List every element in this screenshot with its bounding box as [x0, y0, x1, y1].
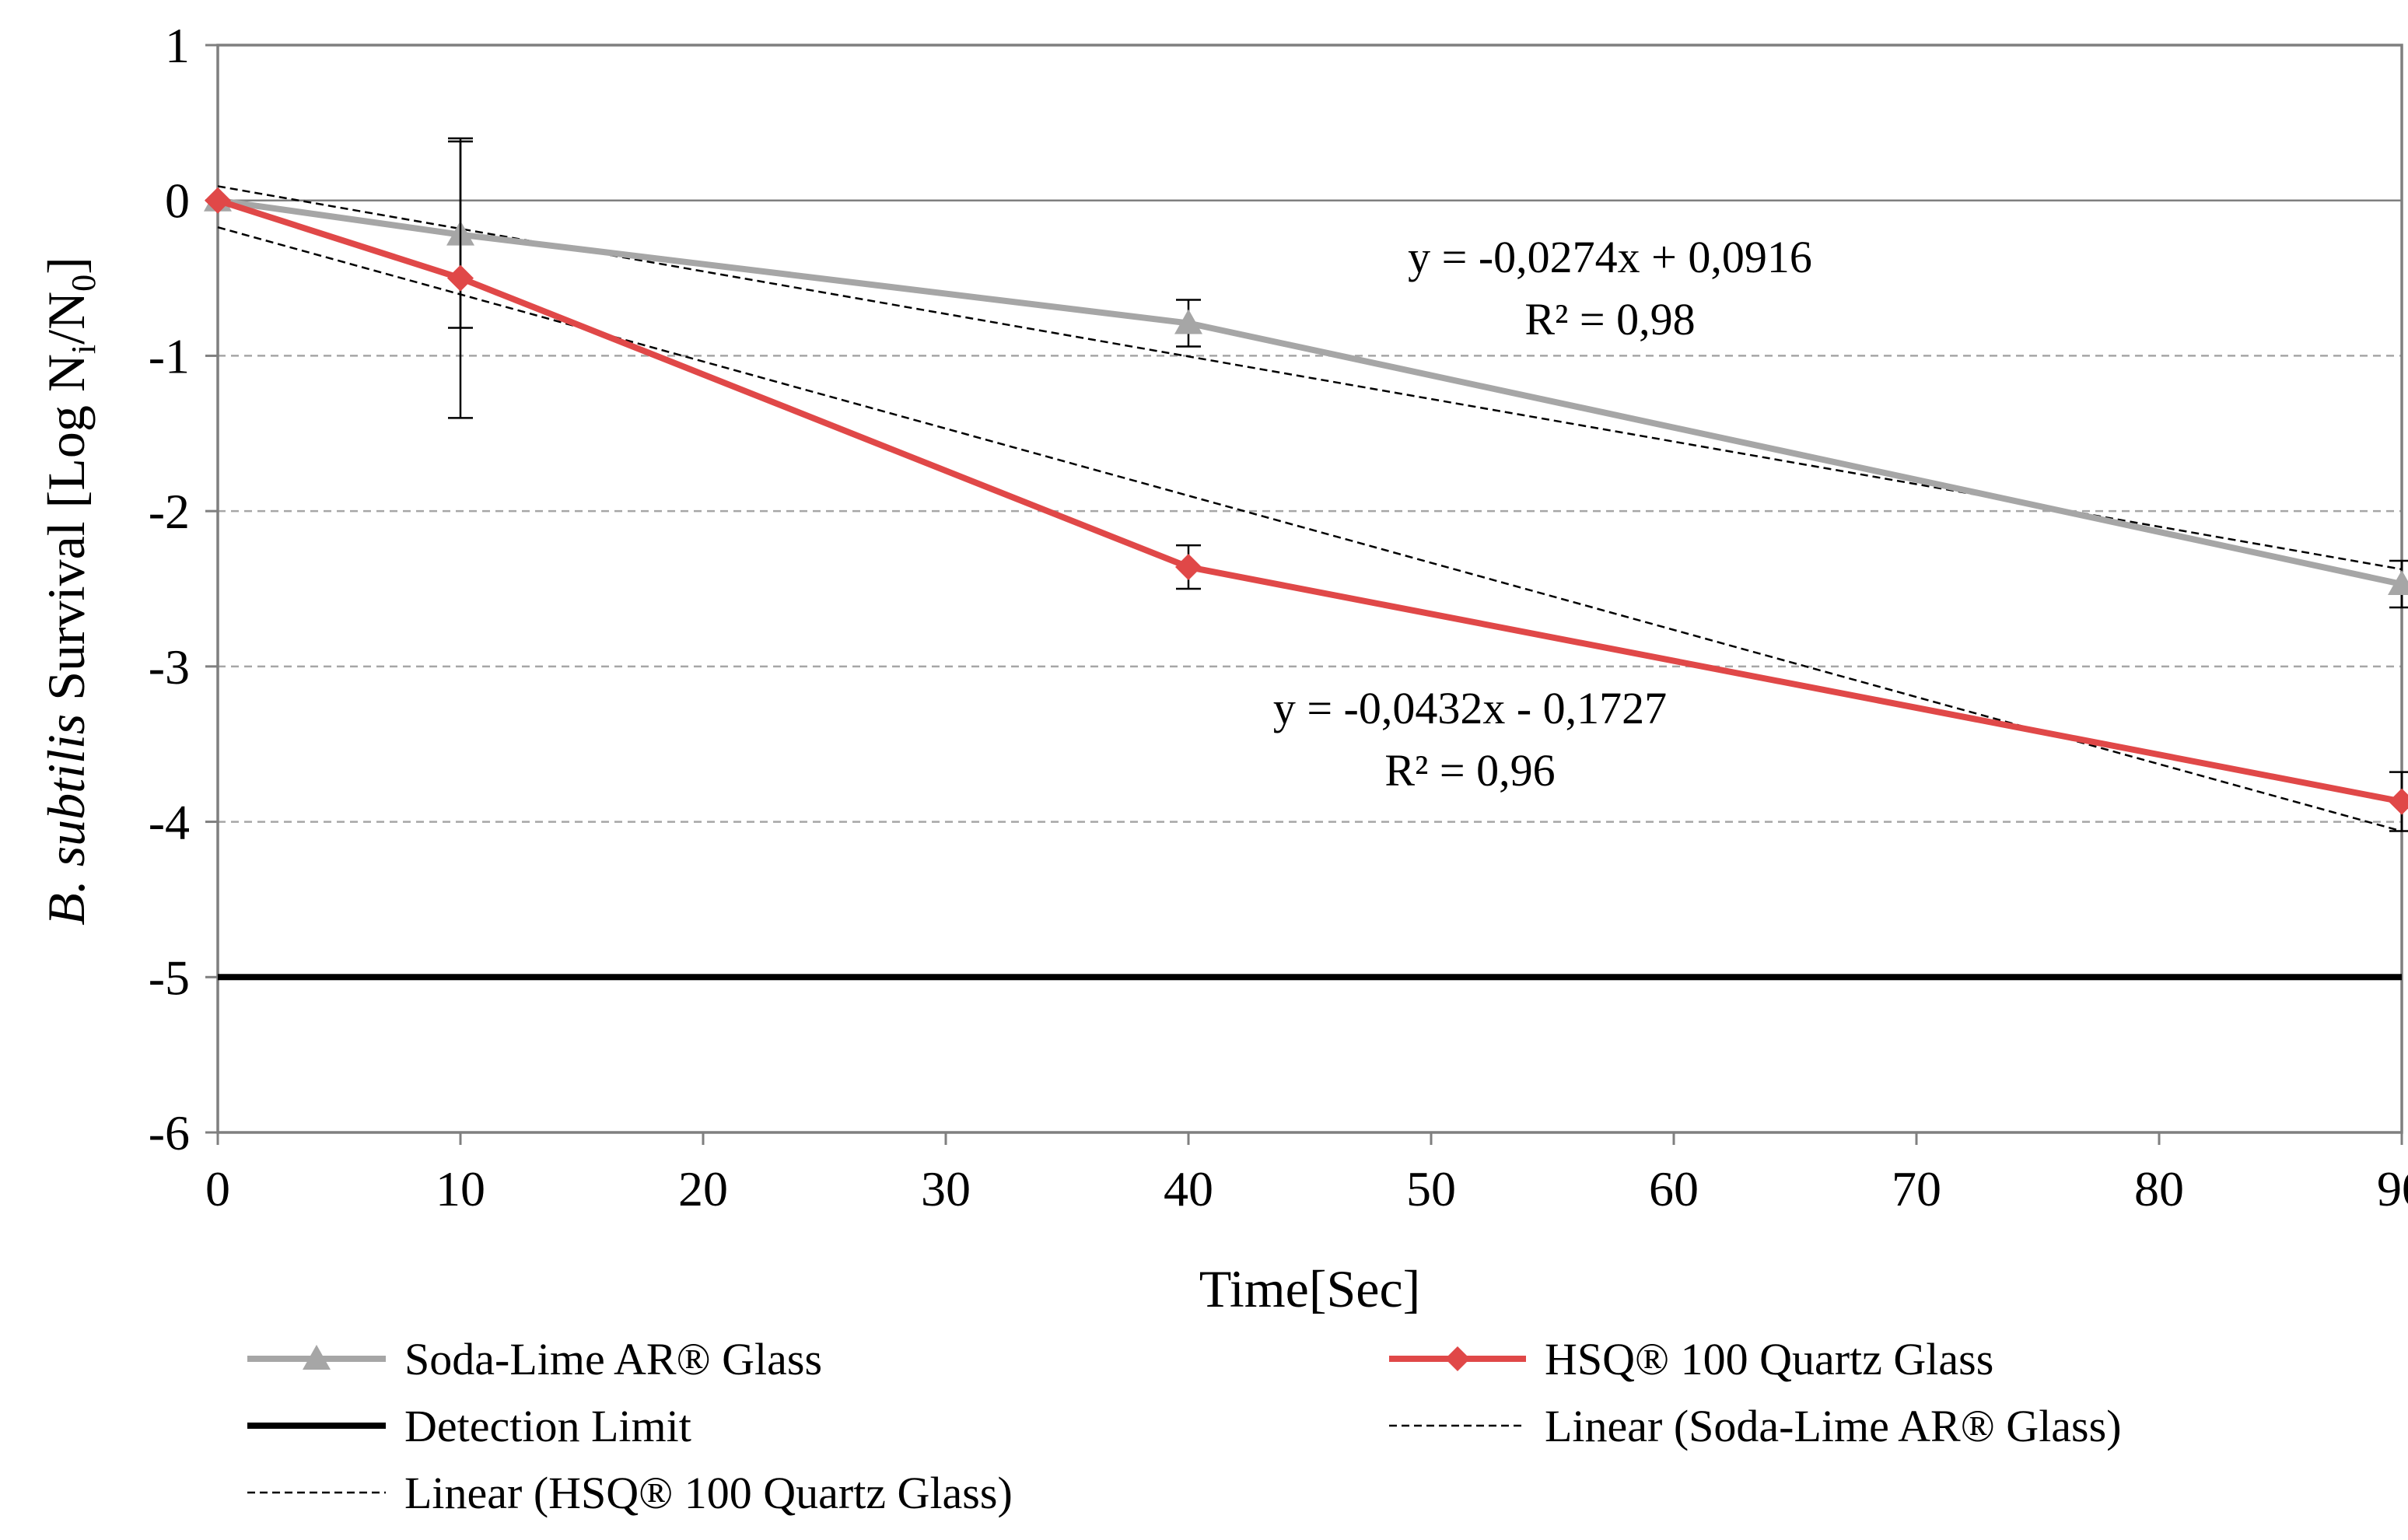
x-tick-label: 70 [1892, 1161, 1941, 1216]
x-tick-label: 40 [1164, 1161, 1213, 1216]
legend-item-detection: Detection Limit [247, 1401, 691, 1451]
legend-item-hsq-trend: Linear (HSQ® 100 Quartz Glass) [247, 1468, 1013, 1518]
x-tick-label: 20 [678, 1161, 728, 1216]
legend-hsq-trend-label: Linear (HSQ® 100 Quartz Glass) [404, 1468, 1013, 1518]
legend-soda-label: Soda-Lime AR® Glass [404, 1334, 822, 1384]
x-tick-label: 30 [921, 1161, 971, 1216]
hsq-trend-equation: y = -0,0432x - 0,1727 [1273, 683, 1667, 733]
legend-item-soda-trend: Linear (Soda-Lime AR® Glass) [1389, 1401, 2122, 1451]
y-axis-sub-i: i [65, 345, 103, 354]
hsq-point [2389, 788, 2408, 815]
legend-soda-triangle-marker [303, 1345, 331, 1370]
y-tick-label: -3 [149, 639, 190, 695]
legend-hsq-label: HSQ® 100 Quartz Glass [1545, 1334, 1993, 1384]
y-tick-label: 0 [165, 173, 190, 229]
hsq-point [205, 187, 231, 214]
y-tick-label: -4 [149, 795, 190, 850]
y-tick-label: -1 [149, 328, 190, 383]
legend-item-hsq: HSQ® 100 Quartz Glass [1389, 1334, 1993, 1384]
gridlines [218, 199, 2402, 823]
tick-labels: 10-1-2-3-4-5-60102030405060708090 [149, 18, 2408, 1216]
x-tick-label: 60 [1649, 1161, 1699, 1216]
y-tick-label: 1 [165, 18, 190, 73]
y-axis-species: B. subtilis [37, 714, 96, 926]
y-tick-label: -5 [149, 950, 190, 1005]
y-axis-close: ] [37, 257, 96, 275]
y-axis-title: B. subtilis Survival [Log Ni/N0] [37, 257, 103, 926]
legend-hsq-diamond-marker [1445, 1346, 1470, 1371]
x-tick-label: 50 [1406, 1161, 1456, 1216]
x-tick-label: 90 [2377, 1161, 2408, 1216]
soda-trend-r2: R² = 0,98 [1524, 294, 1695, 345]
y-axis-mid: /N [37, 292, 96, 345]
soda-series-line [217, 197, 2403, 587]
y-tick-label: -6 [149, 1105, 190, 1160]
data-series [204, 137, 2408, 981]
hsq-point [447, 264, 474, 292]
trend-equations: y = -0,0274x + 0,0916 R² = 0,98 y = -0,0… [1273, 232, 1812, 796]
hsq-trend-r2: R² = 0,96 [1384, 745, 1555, 796]
legend-soda-trend-label: Linear (Soda-Lime AR® Glass) [1545, 1401, 2122, 1451]
legend-item-soda: Soda-Lime AR® Glass [247, 1334, 822, 1384]
hsq-series-line [216, 197, 2403, 805]
x-axis-title: Time[Sec] [1199, 1259, 1421, 1318]
y-tick-label: -2 [149, 484, 190, 539]
y-axis-sub-0: 0 [65, 275, 103, 292]
y-axis-measure: Survival [Log N [37, 354, 96, 701]
legend: Soda-Lime AR® Glass HSQ® 100 Quartz Glas… [247, 1334, 2122, 1518]
x-tick-label: 80 [2134, 1161, 2184, 1216]
x-tick-label: 10 [436, 1161, 485, 1216]
hsq-point [1175, 554, 1202, 581]
soda-trend-equation: y = -0,0274x + 0,0916 [1408, 232, 1812, 282]
legend-detection-label: Detection Limit [404, 1401, 691, 1451]
soda-point [1174, 309, 1202, 334]
x-tick-label: 0 [205, 1161, 230, 1216]
soda-point [2388, 570, 2408, 596]
